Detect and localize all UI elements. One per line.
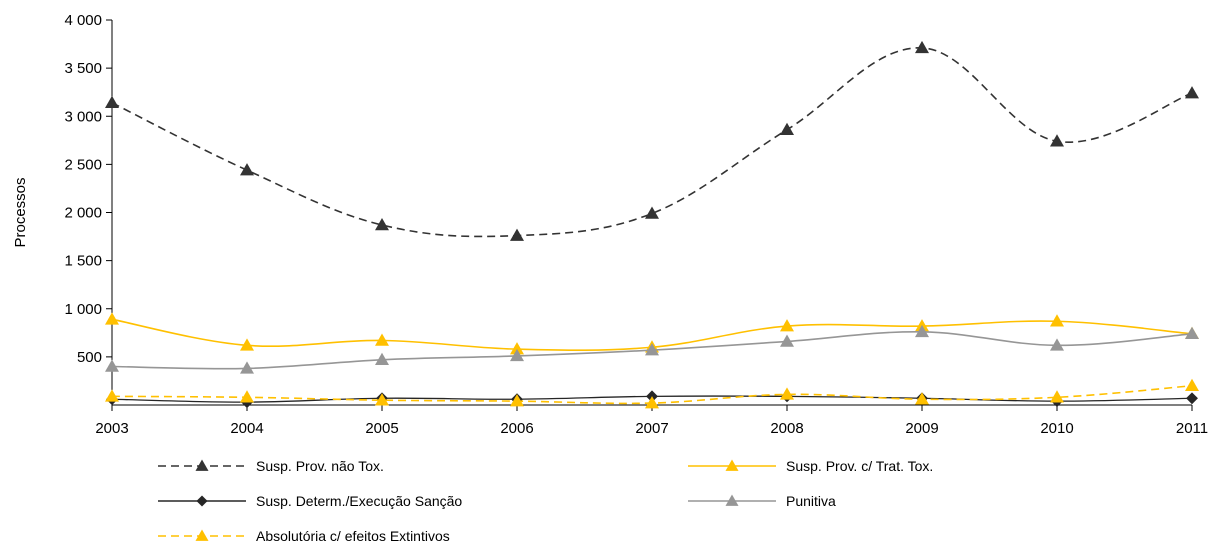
data-point xyxy=(510,394,524,407)
y-tick-label: 500 xyxy=(77,349,102,366)
x-tick-label: 2004 xyxy=(230,420,263,437)
data-point xyxy=(915,40,929,54)
legend-label: Susp. Determ./Execução Sanção xyxy=(256,493,462,509)
legend-item: Susp. Prov. c/ Trat. Tox. xyxy=(688,458,933,474)
data-point xyxy=(1185,326,1199,340)
data-point xyxy=(240,338,254,351)
data-point xyxy=(915,392,929,405)
x-axis: 2003 2004 2005 2006 2007 2008 2009 2010 2011 xyxy=(95,404,1208,437)
data-point xyxy=(1050,338,1064,351)
y-tick-label: 1 000 xyxy=(64,301,102,318)
x-tick-label: 2007 xyxy=(635,420,668,437)
data-point xyxy=(510,228,524,241)
legend-marker xyxy=(196,495,208,507)
data-point xyxy=(105,95,119,109)
data-point xyxy=(780,319,794,332)
y-tick-label: 3 000 xyxy=(64,108,102,125)
x-tick-label: 2010 xyxy=(1040,420,1073,437)
legend-item: Absolutória c/ efeitos Extintivos xyxy=(158,528,450,544)
data-point xyxy=(645,396,659,409)
legend: Susp. Prov. não Tox. Susp. Prov. c/ Trat.… xyxy=(158,458,933,544)
data-point xyxy=(1050,390,1064,403)
data-point xyxy=(1185,86,1199,99)
legend-label: Susp. Prov. não Tox. xyxy=(256,458,384,474)
data-point xyxy=(645,343,659,356)
data-point xyxy=(780,334,794,347)
data-point xyxy=(240,163,254,176)
legend-marker xyxy=(195,529,209,541)
data-point xyxy=(105,312,119,325)
data-point xyxy=(510,342,524,355)
x-tick-label: 2008 xyxy=(770,420,803,437)
data-point xyxy=(375,352,389,366)
x-tick-label: 2009 xyxy=(905,420,938,437)
legend-label: Absolutória c/ efeitos Extintivos xyxy=(256,528,450,544)
data-point xyxy=(375,393,389,406)
legend-marker xyxy=(725,494,739,506)
data-point xyxy=(105,389,119,402)
y-axis: 500 1 000 1 500 2 000 2 500 3 000 3 500 4 000 xyxy=(64,12,113,405)
series-line xyxy=(111,47,1193,238)
y-tick-label: 2 500 xyxy=(64,156,102,173)
data-point xyxy=(375,218,389,231)
series-4 xyxy=(105,324,1199,374)
legend-label: Susp. Prov. c/ Trat. Tox. xyxy=(786,458,933,474)
data-point xyxy=(1050,314,1064,327)
data-point xyxy=(510,348,524,362)
legend-item: Punitiva xyxy=(688,493,836,509)
series-layer xyxy=(105,40,1199,409)
y-tick-label: 3 500 xyxy=(64,60,102,77)
data-point xyxy=(1186,392,1198,405)
legend-label: Punitiva xyxy=(786,493,836,509)
data-point xyxy=(1185,378,1199,391)
y-axis-title: Processos xyxy=(12,177,29,247)
data-point xyxy=(375,333,389,346)
data-point xyxy=(780,387,794,400)
x-tick-label: 2003 xyxy=(95,420,128,437)
data-point xyxy=(1050,134,1064,147)
x-tick-label: 2006 xyxy=(500,420,533,437)
legend-item: Susp. Determ./Execução Sanção xyxy=(158,493,462,509)
x-tick-label: 2011 xyxy=(1176,420,1208,437)
y-tick-label: 2 000 xyxy=(64,205,102,222)
legend-item: Susp. Prov. não Tox. xyxy=(158,458,384,474)
series-5 xyxy=(105,378,1199,409)
legend-marker xyxy=(725,459,739,471)
y-tick-label: 4 000 xyxy=(64,12,102,29)
data-point xyxy=(240,390,254,403)
legend-marker xyxy=(195,459,209,471)
data-point xyxy=(780,122,794,135)
series-1 xyxy=(105,40,1199,241)
data-point xyxy=(915,324,929,338)
data-point xyxy=(105,359,119,372)
data-point xyxy=(645,206,659,219)
x-tick-label: 2005 xyxy=(365,420,398,437)
y-tick-label: 1 500 xyxy=(64,253,102,270)
data-point xyxy=(240,361,254,374)
